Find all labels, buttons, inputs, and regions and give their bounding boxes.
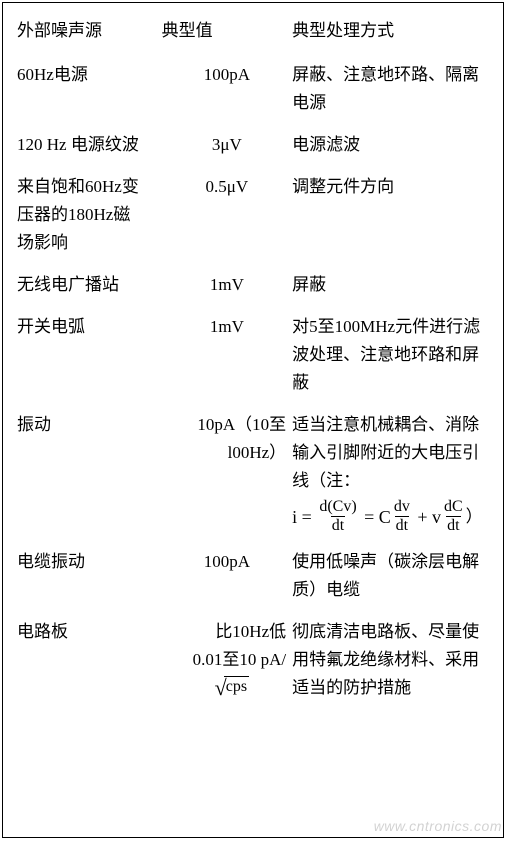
cell-source-line: 压器的180Hz磁 <box>17 201 162 229</box>
fraction-den: dt <box>331 516 345 534</box>
cell-method: 电源滤波 <box>292 117 493 159</box>
cell-value-line: 10pA（10至 <box>162 411 293 439</box>
fraction: dv dt <box>393 499 411 534</box>
cell-source: 60Hz电源 <box>17 61 162 117</box>
equals-sign: = <box>360 503 379 531</box>
formula-coef: v <box>432 503 441 531</box>
plus-sign: + <box>413 503 432 531</box>
cell-method-text: 适当注意机械耦合、消除输入引脚附近的大电压引线（注： <box>292 411 493 495</box>
cell-method: 使用低噪声（碳涂层电解质）电缆 <box>292 534 493 604</box>
cell-value: 比10Hz低 0.01至10 pA/ √ cps <box>162 604 293 702</box>
cell-value: 1mV <box>162 299 293 397</box>
cell-value: 100pA <box>162 61 293 117</box>
header-value: 典型值 <box>162 17 293 61</box>
cell-source: 振动 <box>17 397 162 534</box>
formula: i = d(Cv) dt = C dv dt + v <box>292 499 493 534</box>
cell-source: 120 Hz 电源纹波 <box>17 117 162 159</box>
table-content: 外部噪声源 典型值 典型处理方式 60Hz电源 100pA 屏蔽、注意地环路、隔… <box>3 3 503 837</box>
table-header-row: 外部噪声源 典型值 典型处理方式 <box>17 17 493 61</box>
cell-source: 来自饱和60Hz变 压器的180Hz磁 场影响 <box>17 159 162 257</box>
sqrt-arg: cps <box>224 676 249 696</box>
table-row: 振动 10pA（10至 l00Hz） 适当注意机械耦合、消除输入引脚附近的大电压… <box>17 397 493 534</box>
fraction: dC dt <box>443 499 464 534</box>
cell-source-line: 来自饱和60Hz变 <box>17 173 162 201</box>
cell-method: 屏蔽、注意地环路、隔离电源 <box>292 61 493 117</box>
cell-method: 对5至100MHz元件进行滤波处理、注意地环路和屏蔽 <box>292 299 493 397</box>
fraction-num: dv <box>393 499 411 516</box>
table-frame: 外部噪声源 典型值 典型处理方式 60Hz电源 100pA 屏蔽、注意地环路、隔… <box>2 2 504 838</box>
cell-value: 0.5μV <box>162 159 293 257</box>
equals-sign: = <box>297 503 316 531</box>
header-source: 外部噪声源 <box>17 17 162 61</box>
cell-value: 3μV <box>162 117 293 159</box>
cell-value-line: l00Hz） <box>162 439 293 467</box>
cell-source: 开关电弧 <box>17 299 162 397</box>
header-method: 典型处理方式 <box>292 17 493 61</box>
cell-source: 电路板 <box>17 604 162 702</box>
cell-source: 无线电广播站 <box>17 257 162 299</box>
table-row: 无线电广播站 1mV 屏蔽 <box>17 257 493 299</box>
noise-sources-table: 外部噪声源 典型值 典型处理方式 60Hz电源 100pA 屏蔽、注意地环路、隔… <box>17 17 493 702</box>
fraction: d(Cv) dt <box>318 499 357 534</box>
cell-value: 100pA <box>162 534 293 604</box>
table-row: 电路板 比10Hz低 0.01至10 pA/ √ cps 彻底清洁电路板、尽量使… <box>17 604 493 702</box>
cell-value: 1mV <box>162 257 293 299</box>
fraction-num: d(Cv) <box>318 499 357 516</box>
table-row: 电缆振动 100pA 使用低噪声（碳涂层电解质）电缆 <box>17 534 493 604</box>
cell-method: 适当注意机械耦合、消除输入引脚附近的大电压引线（注： i = d(Cv) dt … <box>292 397 493 534</box>
table-row: 60Hz电源 100pA 屏蔽、注意地环路、隔离电源 <box>17 61 493 117</box>
formula-coef: C <box>379 503 391 531</box>
table-row: 来自饱和60Hz变 压器的180Hz磁 场影响 0.5μV 调整元件方向 <box>17 159 493 257</box>
cell-value-line: 比10Hz低 <box>162 618 293 646</box>
fraction-den: dt <box>446 516 460 534</box>
sqrt-expression: √ cps <box>215 675 249 697</box>
cell-value: 10pA（10至 l00Hz） <box>162 397 293 534</box>
table-row: 开关电弧 1mV 对5至100MHz元件进行滤波处理、注意地环路和屏蔽 <box>17 299 493 397</box>
fraction-den: dt <box>395 516 409 534</box>
fraction-num: dC <box>443 499 464 516</box>
cell-method: 调整元件方向 <box>292 159 493 257</box>
cell-source: 电缆振动 <box>17 534 162 604</box>
cell-method: 彻底清洁电路板、尽量使用特氟龙绝缘材料、采用适当的防护措施 <box>292 604 493 702</box>
cell-value-line: 0.01至10 pA/ <box>162 646 293 674</box>
sqrt-icon: √ <box>215 677 227 699</box>
cell-method: 屏蔽 <box>292 257 493 299</box>
paren-close: ） <box>466 503 483 531</box>
table-row: 120 Hz 电源纹波 3μV 电源滤波 <box>17 117 493 159</box>
cell-source-line: 场影响 <box>17 229 162 257</box>
